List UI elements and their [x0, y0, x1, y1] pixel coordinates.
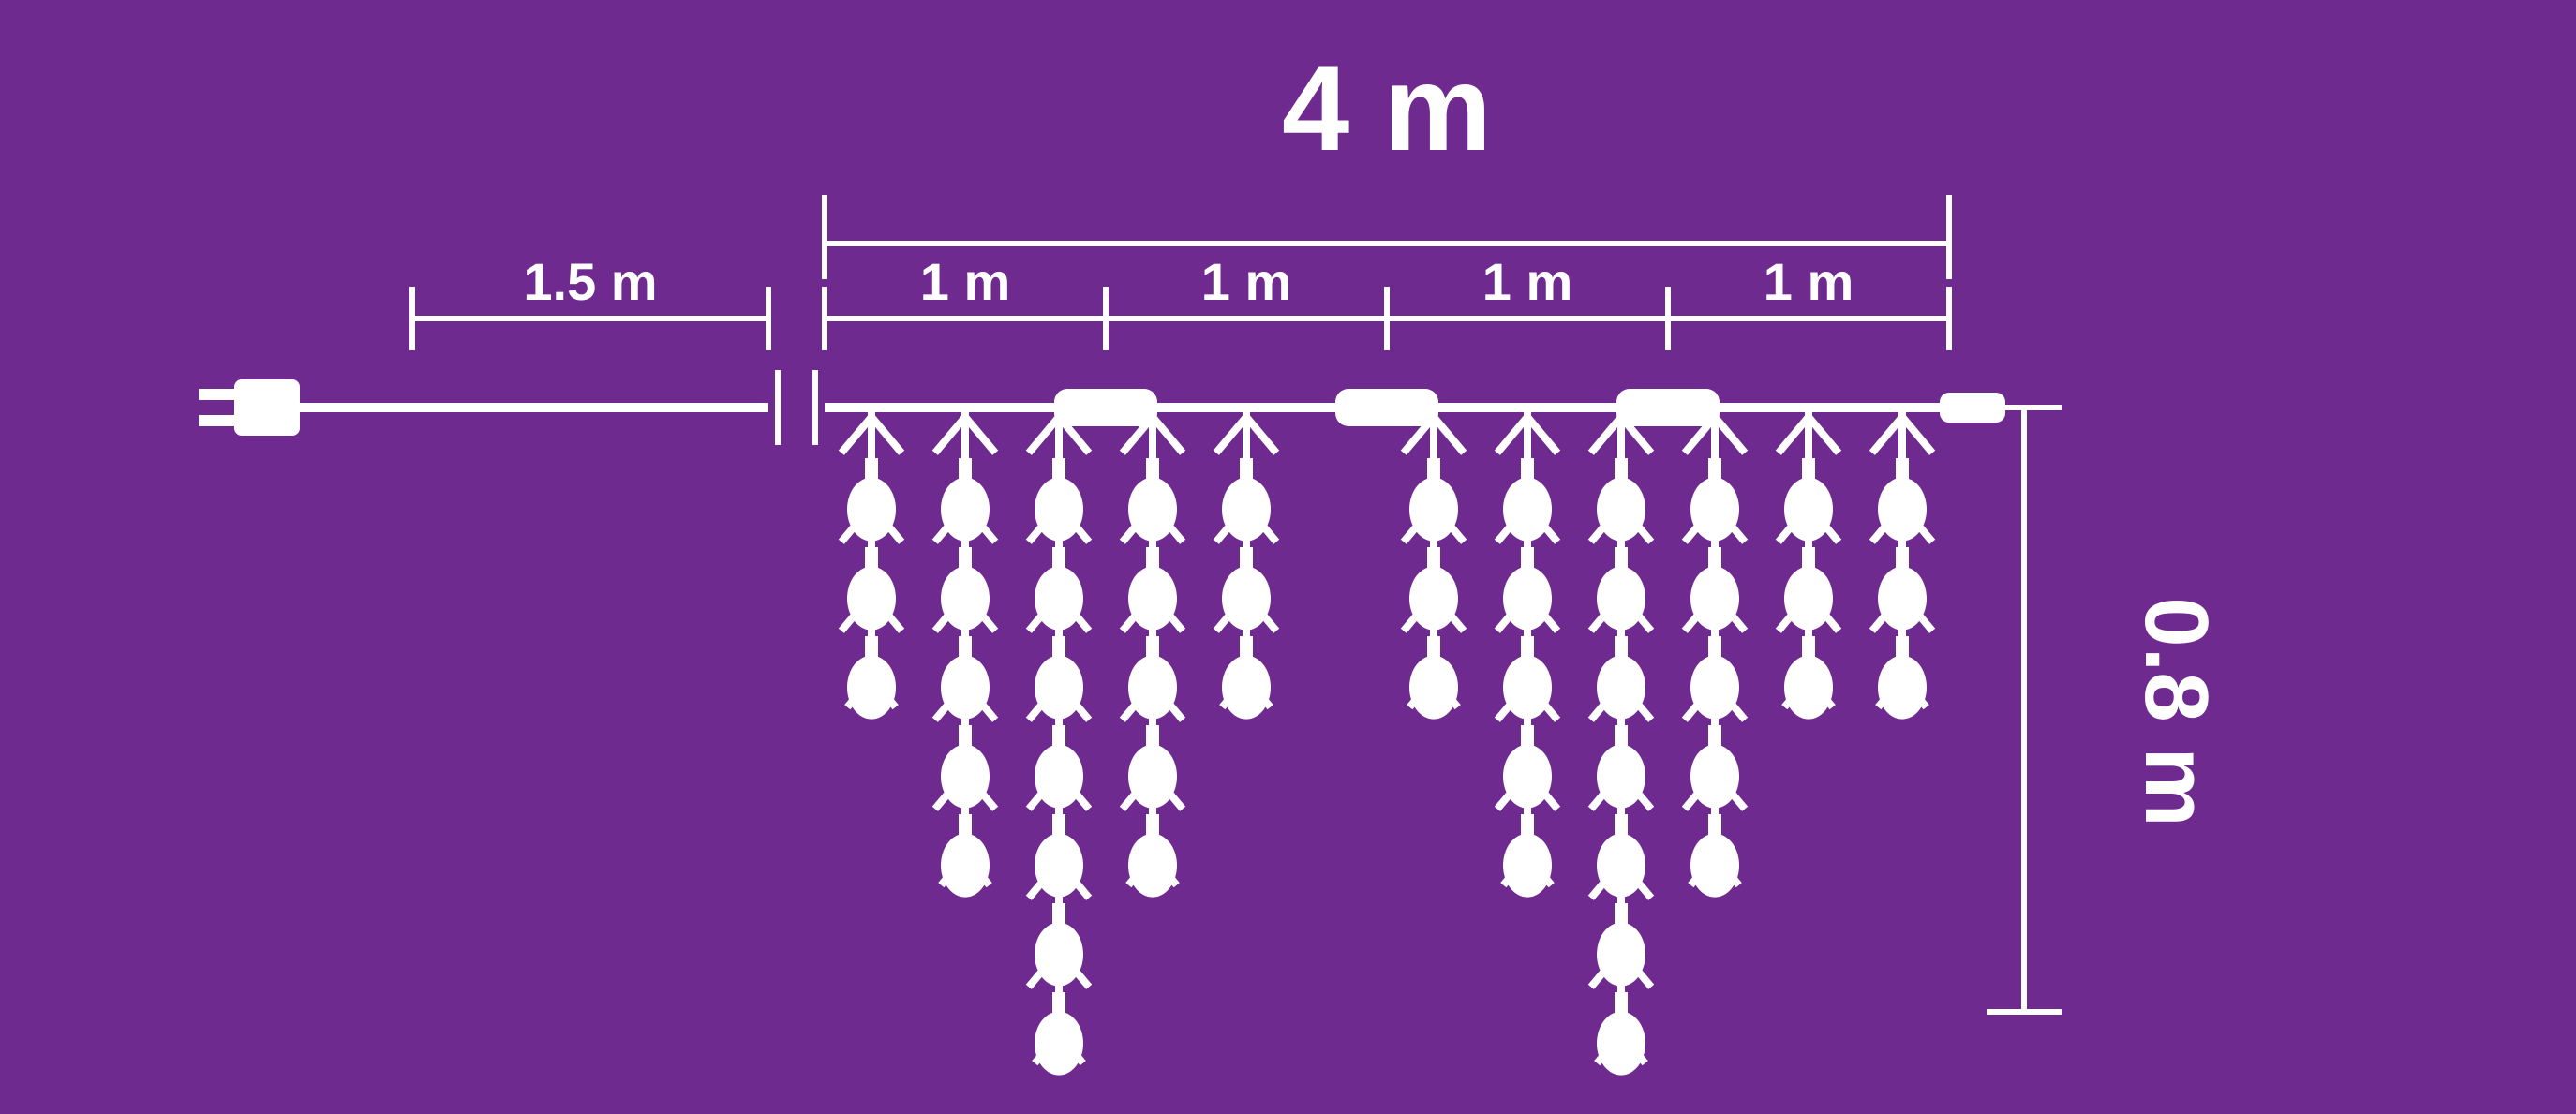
segment-length-label: 1 m	[1482, 252, 1573, 311]
segment-length-label: 1 m	[1764, 252, 1854, 311]
cable-connector	[1616, 389, 1720, 426]
diagram-svg: 4 m 1.5 m 1 m 1 m 1 m 1 m 0.8 m	[0, 0, 2576, 1114]
drop-height-label: 0.8 m	[2126, 597, 2226, 826]
lead-length-label: 1.5 m	[523, 252, 657, 311]
cable-connector	[1054, 389, 1157, 426]
segment-length-label: 1 m	[920, 252, 1011, 311]
diagram-canvas: 4 m 1.5 m 1 m 1 m 1 m 1 m 0.8 m	[0, 0, 2576, 1114]
cable-connector	[1335, 389, 1438, 426]
total-width-label: 4 m	[1282, 39, 1492, 176]
segment-length-label: 1 m	[1201, 252, 1292, 311]
